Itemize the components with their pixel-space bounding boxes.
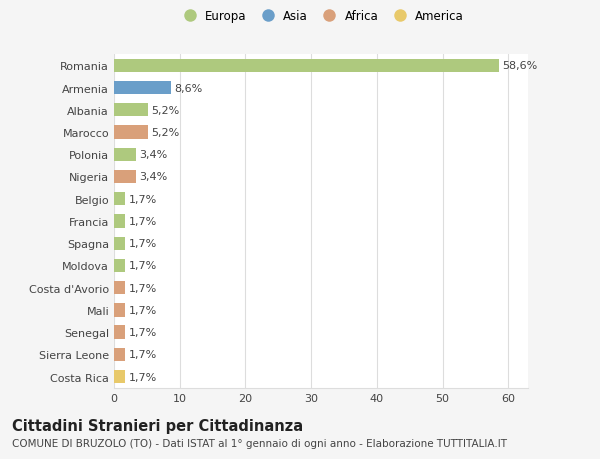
Text: 8,6%: 8,6% — [174, 84, 202, 93]
Bar — [114, 370, 125, 383]
Bar — [114, 193, 125, 206]
Legend: Europa, Asia, Africa, America: Europa, Asia, Africa, America — [176, 8, 466, 25]
Text: 1,7%: 1,7% — [128, 283, 157, 293]
Text: 5,2%: 5,2% — [151, 128, 180, 138]
Text: 1,7%: 1,7% — [128, 350, 157, 359]
Bar — [114, 348, 125, 361]
Bar — [114, 60, 499, 73]
Text: 1,7%: 1,7% — [128, 194, 157, 204]
Bar — [114, 104, 148, 117]
Text: 5,2%: 5,2% — [151, 106, 180, 116]
Text: 1,7%: 1,7% — [128, 327, 157, 337]
Bar — [114, 259, 125, 273]
Text: 3,4%: 3,4% — [140, 150, 168, 160]
Text: COMUNE DI BRUZOLO (TO) - Dati ISTAT al 1° gennaio di ogni anno - Elaborazione TU: COMUNE DI BRUZOLO (TO) - Dati ISTAT al 1… — [12, 438, 507, 448]
Text: 1,7%: 1,7% — [128, 372, 157, 382]
Text: 1,7%: 1,7% — [128, 305, 157, 315]
Bar — [114, 170, 136, 184]
Bar — [114, 237, 125, 250]
Bar — [114, 215, 125, 228]
Bar — [114, 303, 125, 317]
Text: 1,7%: 1,7% — [128, 217, 157, 226]
Bar — [114, 148, 136, 162]
Bar — [114, 326, 125, 339]
Bar — [114, 281, 125, 295]
Text: 3,4%: 3,4% — [140, 172, 168, 182]
Text: 58,6%: 58,6% — [502, 61, 538, 71]
Bar — [114, 126, 148, 140]
Text: 1,7%: 1,7% — [128, 239, 157, 249]
Text: Cittadini Stranieri per Cittadinanza: Cittadini Stranieri per Cittadinanza — [12, 418, 303, 433]
Text: 1,7%: 1,7% — [128, 261, 157, 271]
Bar — [114, 82, 170, 95]
